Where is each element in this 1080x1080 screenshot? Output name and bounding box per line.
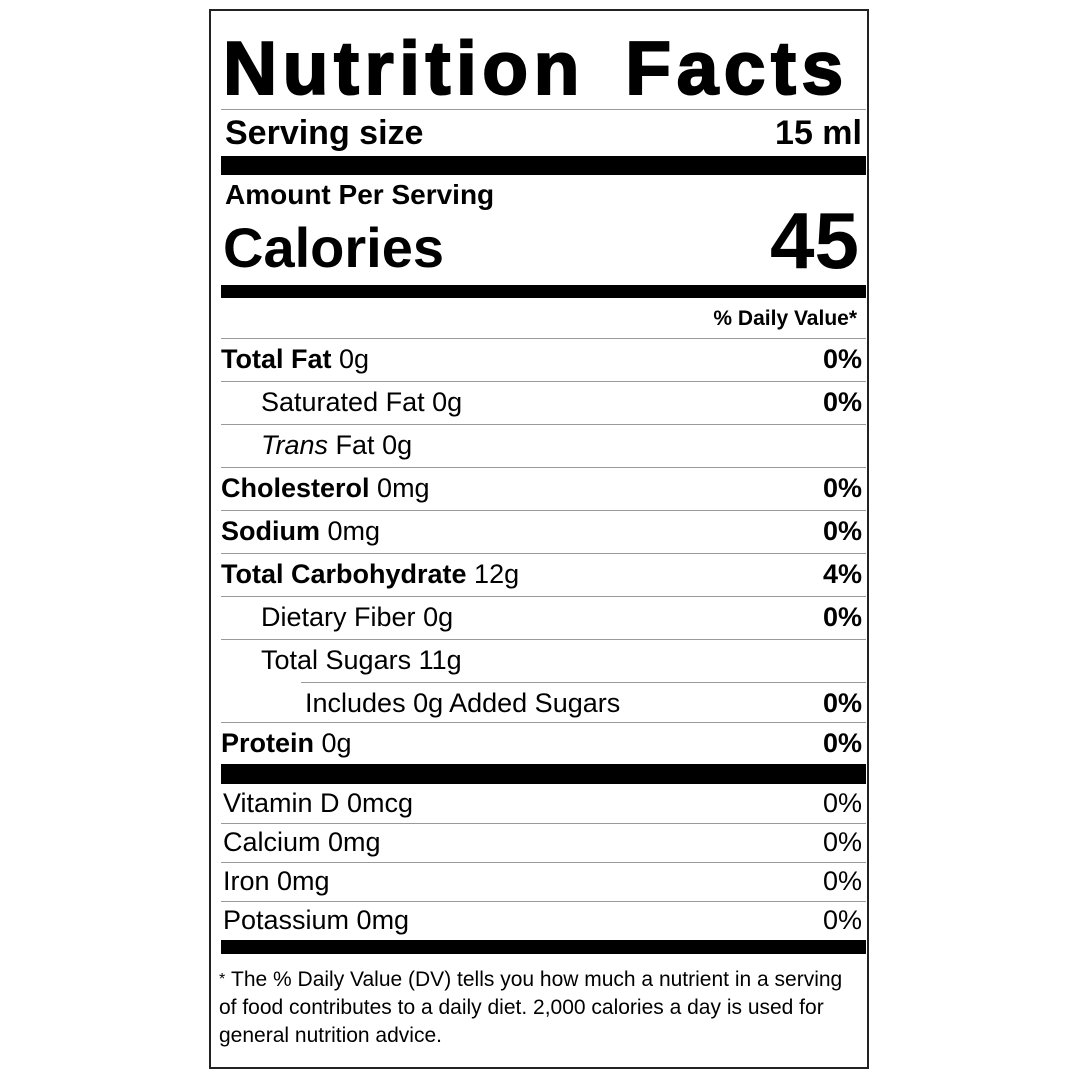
nutrient-row: Total Fat 0g 0%: [221, 338, 866, 381]
nutrient-row: Includes 0g Added Sugars 0%: [221, 682, 866, 725]
divider: [221, 862, 866, 863]
nutrient-amount: 0g: [382, 430, 413, 460]
nutrient-daily-value: 0%: [822, 473, 862, 503]
vitamin-row: Iron 0mg 0%: [223, 862, 866, 901]
calories-label: Calories: [223, 216, 444, 279]
nutrition-facts-label: Nutrition Facts Serving size 15 ml Amoun…: [209, 9, 869, 1069]
divider: [221, 381, 866, 382]
divider: [301, 682, 866, 683]
nutrient-amount: 0g: [339, 344, 370, 374]
nutrient-row: Dietary Fiber 0g 0%: [221, 596, 866, 639]
thick-divider: [221, 764, 866, 784]
nutrient-amount: 11g: [418, 645, 462, 675]
nutrient-name: Dietary Fiber: [261, 602, 416, 632]
calories-value: 45: [770, 196, 859, 285]
divider: [221, 639, 866, 640]
divider: [221, 722, 866, 723]
nutrient-daily-value: 0%: [822, 344, 862, 374]
footnote-star: *: [219, 971, 226, 988]
serving-size-value: 15 ml: [775, 113, 862, 152]
nutrient-amount: 0mg: [377, 473, 430, 503]
amount-per-serving: Amount Per Serving: [225, 179, 495, 210]
nutrient-daily-value: 0%: [822, 387, 862, 417]
vitamin-daily-value: 0%: [822, 827, 862, 857]
nutrient-amount: 12g: [474, 559, 520, 589]
nutrient-row: Protein 0g 0%: [221, 722, 866, 765]
nutrient-name: Cholesterol: [221, 473, 370, 503]
divider: [221, 596, 866, 597]
vitamin-name: Calcium 0mg: [223, 827, 381, 857]
nutrient-row: Total Carbohydrate 12g 4%: [221, 553, 866, 596]
vitamin-row: Vitamin D 0mcg 0%: [223, 784, 866, 823]
divider: [221, 338, 866, 339]
nutrient-amount: 0g: [432, 387, 463, 417]
nutrient-name: Total Fat: [221, 344, 332, 374]
divider: [221, 467, 866, 468]
nutrient-row: Cholesterol 0mg 0%: [221, 467, 866, 510]
nutrient-daily-value: 4%: [822, 559, 862, 589]
divider: [221, 424, 866, 425]
nutrient-amount: 0mg: [327, 516, 381, 546]
serving-size-row: Serving size 15 ml: [221, 110, 866, 156]
nutrient-row: Total Sugars 11g: [221, 639, 866, 682]
nutrient-name: Protein: [221, 728, 315, 758]
daily-value-header: % Daily Value*: [713, 307, 857, 330]
vitamin-name: Vitamin D 0mcg: [223, 788, 414, 818]
nutrient-name: Total Carbohydrate: [221, 559, 467, 589]
divider: [221, 109, 866, 110]
vitamin-daily-value: 0%: [822, 788, 862, 818]
nutrient-daily-value: 0%: [822, 516, 862, 546]
nutrient-name: Saturated Fat: [261, 387, 425, 417]
footnote-text: The % Daily Value (DV) tells you how muc…: [219, 968, 843, 1047]
thick-divider: [221, 156, 866, 175]
nutrient-daily-value: 0%: [822, 688, 862, 718]
nutrient-amount: 0g: [321, 728, 352, 758]
nutrient-name: Fat: [335, 430, 375, 460]
vitamin-row: Potassium 0mg 0%: [223, 901, 866, 940]
vitamin-name: Potassium 0mg: [223, 905, 410, 935]
nutrient-daily-value: 0%: [822, 602, 862, 632]
vitamin-row: Calcium 0mg 0%: [223, 823, 866, 862]
footnote: * The % Daily Value (DV) tells you how mu…: [219, 966, 859, 1050]
nutrient-daily-value: 0%: [822, 728, 862, 758]
nutrient-name: Includes 0g Added Sugars: [305, 688, 621, 718]
serving-size-label: Serving size: [225, 113, 424, 152]
label-title: Nutrition Facts: [222, 25, 849, 111]
thick-divider: [221, 940, 866, 954]
nutrient-row: Trans Fat 0g: [221, 424, 866, 467]
nutrient-amount: 0g: [423, 602, 454, 632]
divider: [221, 510, 866, 511]
vitamin-name: Iron 0mg: [223, 866, 330, 896]
divider: [221, 901, 866, 902]
nutrient-row: Saturated Fat 0g 0%: [221, 381, 866, 424]
nutrient-name: Total Sugars: [261, 645, 412, 675]
nutrient-name-italic: Trans: [261, 430, 329, 460]
thick-divider: [221, 285, 866, 298]
vitamin-daily-value: 0%: [822, 866, 862, 896]
nutrient-name: Sodium: [221, 516, 320, 546]
nutrient-row: Sodium 0mg 0%: [221, 510, 866, 553]
vitamin-daily-value: 0%: [822, 905, 862, 935]
divider: [221, 823, 866, 824]
divider: [221, 553, 866, 554]
